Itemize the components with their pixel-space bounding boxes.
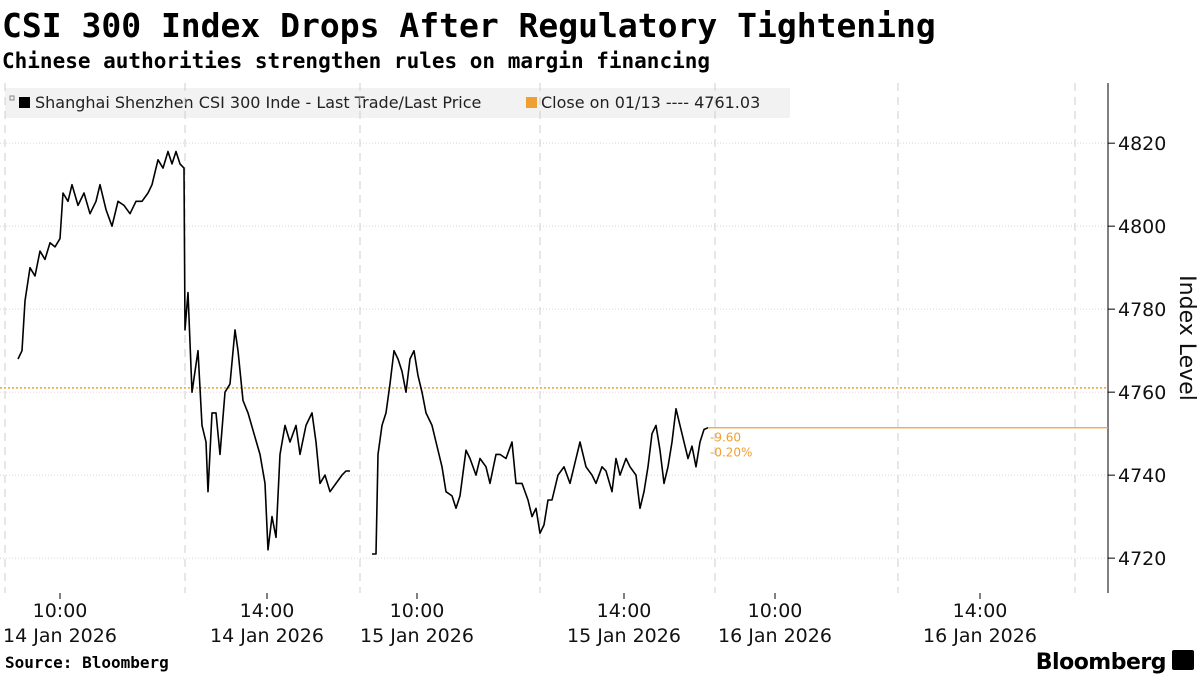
price-line (17, 150, 709, 555)
chart-title: CSI 300 Index Drops After Regulatory Tig… (2, 6, 936, 45)
chart-subtitle: Chinese authorities strengthen rules on … (2, 49, 710, 73)
y-tick-label: 4820 (1118, 133, 1166, 155)
y-tick-label: 4740 (1118, 465, 1166, 487)
y-tick-label: 4720 (1118, 548, 1166, 570)
x-tick-label: 14 Jan 2026 (210, 625, 324, 647)
y-tick-label: 4780 (1118, 299, 1166, 321)
legend-swatch (526, 97, 537, 108)
y-tick-label: 4760 (1118, 382, 1166, 404)
y-tick-label: 4800 (1118, 216, 1166, 238)
x-tick-label: 14:00 (597, 600, 652, 622)
brand-icon (1172, 650, 1194, 670)
legend-handle (9, 95, 15, 101)
x-tick-label: 10:00 (390, 600, 445, 622)
x-tick-label: 10:00 (33, 600, 88, 622)
legend-box (5, 88, 790, 118)
y-axis-label: Index Level (1174, 275, 1199, 401)
brand: Bloomberg (1036, 650, 1166, 675)
x-tick-label: 14:00 (240, 600, 295, 622)
legend-swatch (19, 97, 30, 108)
change-label: -9.60 (710, 431, 741, 445)
x-tick-label: 16 Jan 2026 (923, 625, 1037, 647)
x-tick-label: 10:00 (748, 600, 803, 622)
source: Source: Bloomberg (5, 653, 169, 672)
x-tick-label: 16 Jan 2026 (718, 625, 832, 647)
legend-value: 4761.03 (694, 93, 760, 112)
x-tick-label: 15 Jan 2026 (567, 625, 681, 647)
legend-label: Shanghai Shenzhen CSI 300 Inde - Last Tr… (35, 93, 481, 112)
x-tick-label: 14:00 (953, 600, 1008, 622)
x-tick-label: 15 Jan 2026 (360, 625, 474, 647)
x-tick-label: 14 Jan 2026 (3, 625, 117, 647)
legend-label: Close on 01/13 ---- 4761.03 (541, 93, 760, 112)
change-label: -0.20% (710, 446, 752, 460)
legend-label: Close on 01/13 ---- (541, 93, 689, 112)
